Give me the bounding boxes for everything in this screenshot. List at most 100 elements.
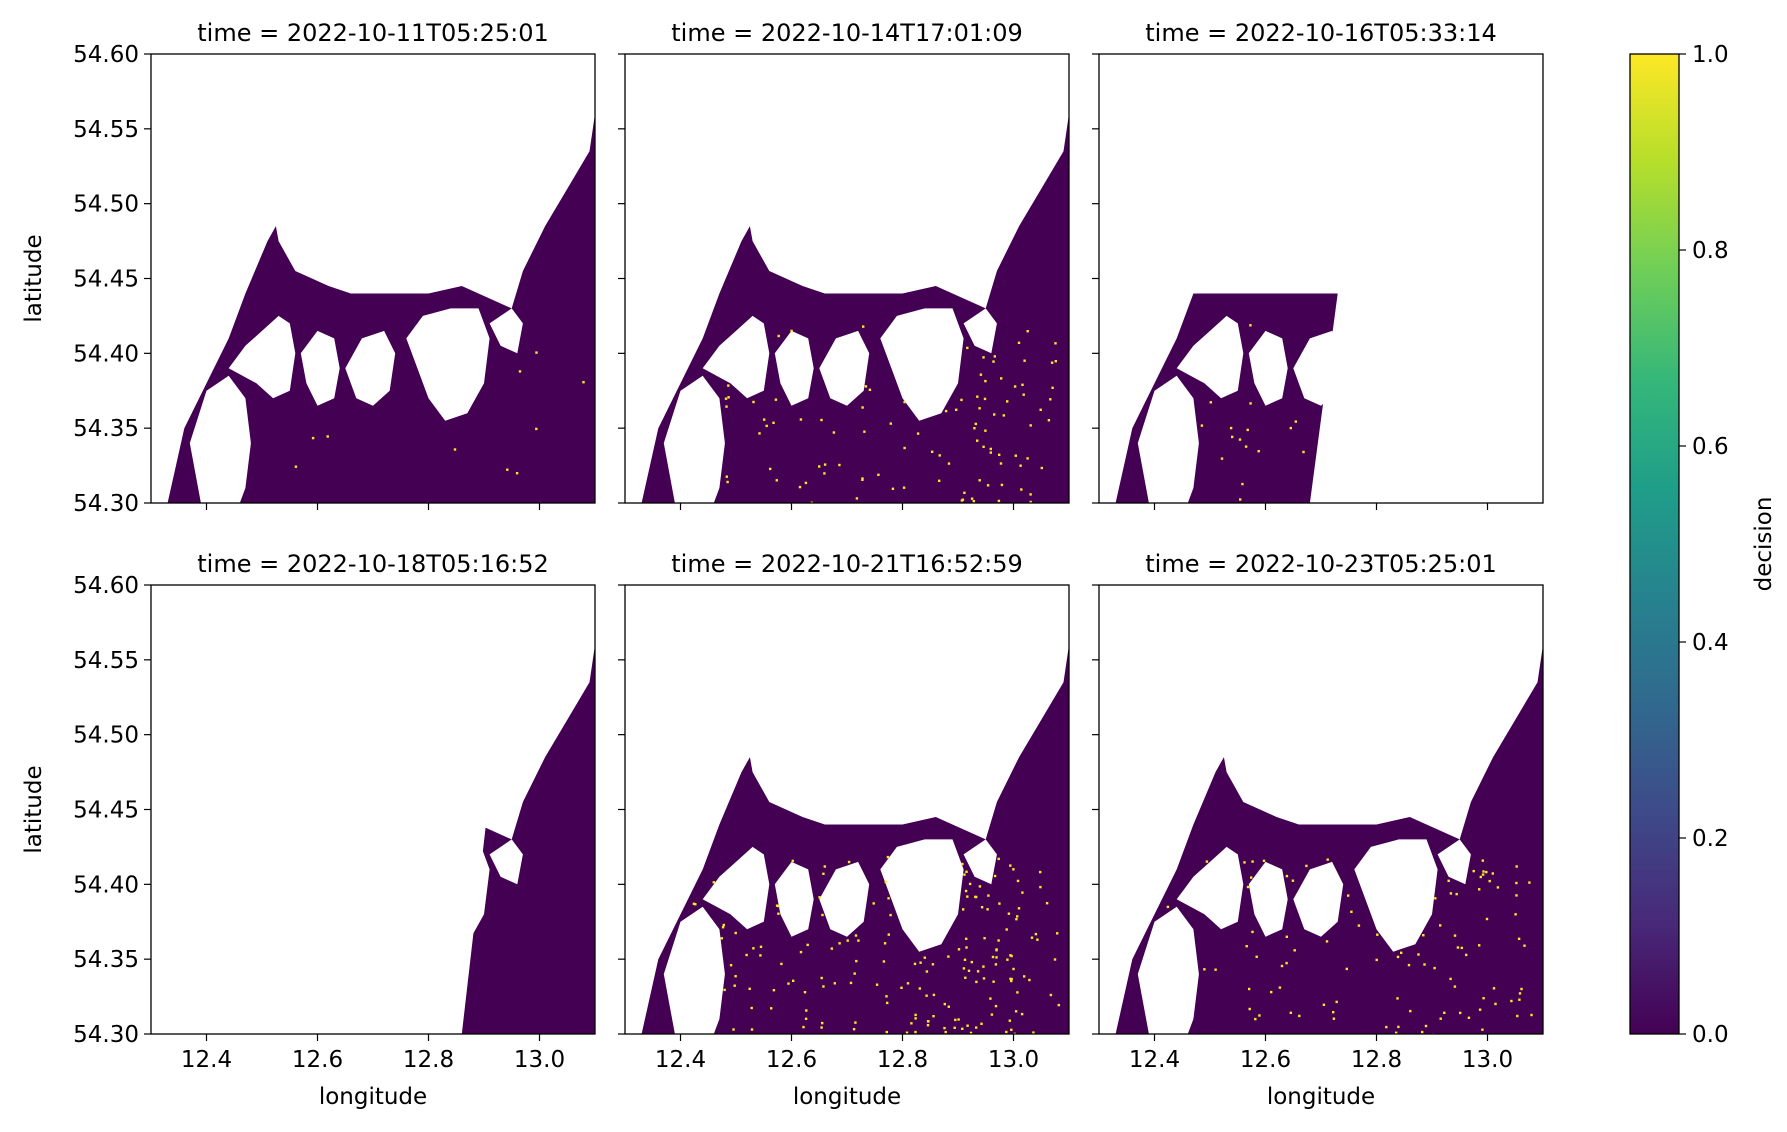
flagged-pixel xyxy=(1229,426,1233,430)
flagged-pixel xyxy=(903,400,906,404)
flagged-pixel xyxy=(1492,386,1494,388)
flagged-pixel xyxy=(1335,1000,1338,1004)
flagged-pixel xyxy=(1478,1008,1482,1011)
flagged-pixel xyxy=(976,439,979,442)
flagged-pixel xyxy=(1459,1011,1462,1015)
flagged-pixel xyxy=(861,477,864,480)
flagged-pixel xyxy=(938,479,941,482)
flagged-pixel xyxy=(1452,381,1454,383)
flagged-pixel xyxy=(1515,865,1518,868)
land-mask xyxy=(641,113,1069,503)
flagged-pixel xyxy=(582,381,585,384)
flagged-pixel xyxy=(1345,967,1348,971)
y-tick-label: 54.35 xyxy=(73,416,139,442)
flagged-pixel xyxy=(1432,396,1434,398)
flagged-pixel xyxy=(932,1015,935,1018)
flagged-pixel xyxy=(1523,944,1526,947)
flagged-pixel xyxy=(1244,445,1248,448)
flagged-pixel xyxy=(965,946,968,949)
flagged-pixel xyxy=(944,409,948,413)
colorbar-tick-label: 1.0 xyxy=(1692,42,1729,68)
flagged-pixel xyxy=(1343,380,1345,382)
flagged-pixel xyxy=(954,1018,957,1022)
flagged-pixel xyxy=(998,902,1001,905)
flagged-pixel xyxy=(1488,436,1490,438)
flagged-pixel xyxy=(838,463,841,467)
x-tick-label: 12.6 xyxy=(1240,1047,1291,1073)
flagged-pixel xyxy=(1478,944,1481,947)
flagged-pixel xyxy=(1466,419,1468,421)
flagged-pixel xyxy=(453,448,457,451)
flagged-pixel xyxy=(1520,987,1523,991)
flagged-pixel xyxy=(777,334,780,338)
flagged-pixel xyxy=(775,904,779,907)
flagged-pixel xyxy=(989,451,992,454)
x-tick-label: 12.4 xyxy=(655,1047,706,1073)
flagged-pixel xyxy=(847,860,851,864)
flagged-pixel xyxy=(1030,936,1034,939)
flagged-pixel xyxy=(725,475,728,478)
flagged-pixel xyxy=(903,446,906,450)
flagged-pixel xyxy=(777,904,780,908)
flagged-pixel xyxy=(805,1009,808,1012)
flagged-pixel xyxy=(1009,864,1012,867)
colorbar-tick-label: 0.0 xyxy=(1692,1022,1729,1048)
flagged-pixel xyxy=(734,975,737,978)
flagged-pixel xyxy=(1513,369,1515,371)
flagged-pixel xyxy=(1494,1002,1497,1006)
flagged-pixel xyxy=(1019,464,1022,467)
flagged-pixel xyxy=(1458,391,1460,393)
flagged-pixel xyxy=(1518,992,1522,995)
flagged-pixel xyxy=(943,1002,946,1006)
flagged-pixel xyxy=(1056,932,1059,935)
flagged-pixel xyxy=(1439,1017,1442,1020)
flagged-pixel xyxy=(913,962,917,966)
flagged-pixel xyxy=(1239,498,1242,501)
flagged-pixel xyxy=(1326,858,1329,861)
flagged-pixel xyxy=(1057,1003,1060,1007)
x-tick-label: 12.6 xyxy=(766,1047,817,1073)
flagged-pixel xyxy=(974,422,977,426)
flagged-pixel xyxy=(964,889,968,893)
flagged-pixel xyxy=(961,1027,964,1030)
flagged-pixel xyxy=(883,942,887,945)
flagged-pixel xyxy=(1485,917,1489,921)
flagged-pixel xyxy=(1013,385,1017,388)
flagged-pixel xyxy=(1034,932,1038,936)
colorbar-tick-label: 0.8 xyxy=(1692,238,1729,264)
flagged-pixel xyxy=(1047,419,1051,422)
flagged-pixel xyxy=(734,931,737,935)
flagged-pixel xyxy=(765,424,768,428)
flagged-pixel xyxy=(820,976,823,980)
flagged-pixel xyxy=(877,473,880,476)
flagged-pixel xyxy=(982,965,985,968)
flagged-pixel xyxy=(823,472,826,475)
flagged-pixel xyxy=(967,969,971,972)
flagged-pixel xyxy=(1407,963,1411,967)
flagged-pixel xyxy=(1262,859,1266,862)
flagged-pixel xyxy=(968,882,972,886)
flagged-pixel xyxy=(1478,467,1480,469)
flagged-pixel xyxy=(1246,885,1250,889)
x-tick-label: 13.0 xyxy=(514,1047,565,1073)
flagged-pixel xyxy=(1350,910,1353,913)
flagged-pixel xyxy=(1245,945,1248,948)
flagged-pixel xyxy=(882,960,886,963)
flagged-pixel xyxy=(1397,1025,1400,1029)
flagged-pixel xyxy=(732,1028,735,1031)
flagged-pixel xyxy=(1488,879,1491,883)
flagged-pixel xyxy=(1453,450,1455,452)
flagged-pixel xyxy=(947,1005,950,1008)
flagged-pixel xyxy=(1231,435,1234,439)
flagged-pixel xyxy=(963,958,967,961)
flagged-pixel xyxy=(1249,324,1252,327)
flagged-pixel xyxy=(1396,955,1400,959)
flagged-pixel xyxy=(1530,1013,1533,1017)
flagged-pixel xyxy=(1029,493,1032,496)
flagged-pixel xyxy=(1009,954,1012,957)
flagged-pixel xyxy=(694,903,697,906)
flagged-pixel xyxy=(975,895,978,899)
flagged-pixel xyxy=(1472,869,1475,873)
flagged-pixel xyxy=(838,942,841,945)
flagged-pixel xyxy=(925,994,928,997)
